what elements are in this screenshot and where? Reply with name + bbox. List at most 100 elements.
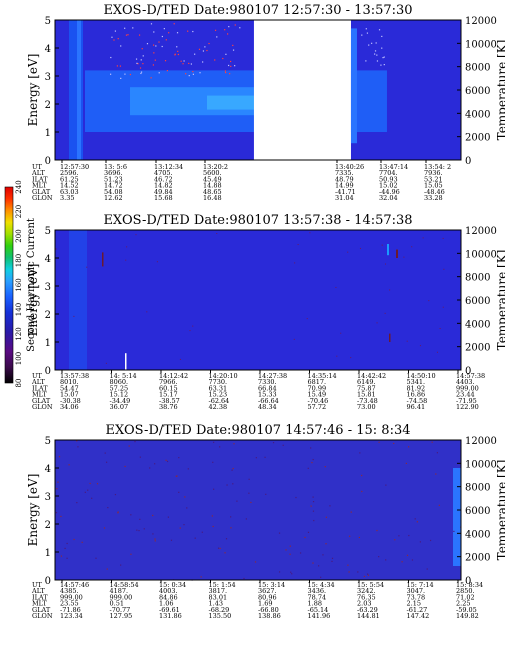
orbit-value: 15: 7:14 (407, 581, 434, 589)
noise-dot (177, 50, 179, 52)
orbit-value: 73.78 (407, 593, 426, 601)
orbit-value: 80.96 (258, 593, 277, 601)
orbit-value: 14:42:42 (357, 372, 386, 380)
noise-dot (234, 65, 236, 67)
orbit-value: 15.23 (209, 391, 228, 399)
noise-dot (56, 488, 58, 490)
noise-dot (325, 516, 328, 518)
noise-dot (89, 482, 91, 485)
noise-dot (140, 71, 143, 73)
noise-dot (365, 28, 367, 30)
panel-2: EXOS-D/TED Date:980107 13:57:38 - 14:57:… (26, 213, 505, 411)
noise-dot (306, 318, 308, 320)
orbit-value: 8060. (110, 378, 129, 386)
spike (387, 244, 389, 256)
noise-dot (201, 531, 203, 533)
orbit-value: 15.02 (379, 182, 398, 190)
noise-dot (366, 32, 369, 34)
noise-dot (66, 542, 68, 545)
orbit-value: 51.23 (104, 175, 123, 183)
noise-dot (439, 327, 441, 329)
noise-dot (192, 30, 194, 33)
y-tick-label: 1 (45, 338, 51, 349)
noise-dot (382, 57, 384, 59)
noise-dot (414, 518, 416, 520)
orbit-value: 3696. (104, 169, 123, 177)
noise-dot (335, 286, 337, 288)
orbit-value: -71.95 (456, 397, 477, 405)
orbit-value: 48.65 (203, 188, 222, 196)
noise-dot (194, 537, 196, 539)
noise-dot (229, 73, 231, 75)
noise-dot (170, 539, 173, 541)
noise-dot (200, 576, 202, 578)
noise-dot (130, 514, 132, 516)
colorbar-tick-label: 180 (15, 254, 23, 267)
noise-dot (381, 35, 383, 38)
noise-dot (124, 465, 126, 468)
orbit-value: 49.84 (154, 188, 173, 196)
noise-dot (175, 475, 177, 477)
y2-tick-label: 10000 (465, 249, 497, 260)
noise-dot (231, 469, 233, 471)
noise-dot (225, 538, 228, 540)
noise-dot (248, 492, 250, 494)
noise-dot (217, 547, 220, 549)
orbit-value: 999.00 (60, 593, 83, 601)
noise-dot (204, 46, 206, 48)
noise-dot (383, 56, 385, 58)
noise-dot (163, 28, 165, 30)
noise-dot (179, 358, 181, 360)
orbit-value: 13:12:34 (154, 163, 183, 171)
noise-dot (150, 77, 152, 79)
noise-dot (230, 527, 232, 529)
orbit-value: -38.57 (159, 397, 180, 405)
noise-dot (73, 538, 75, 541)
noise-dot (361, 490, 363, 493)
noise-dot (120, 45, 122, 47)
orbit-value: 13:57:38 (60, 372, 89, 380)
noise-dot (73, 315, 75, 317)
orbit-value: 3627. (258, 587, 277, 595)
noise-dot (219, 446, 221, 448)
noise-dot (168, 32, 170, 34)
noise-dot (153, 31, 155, 33)
noise-dot (139, 67, 142, 69)
noise-dot (291, 573, 293, 575)
noise-dot (164, 60, 167, 62)
noise-dot (114, 30, 117, 32)
noise-dot (374, 53, 376, 55)
noise-dot (135, 58, 138, 60)
orbit-value: 15.12 (110, 391, 129, 399)
noise-dot (368, 44, 370, 46)
orbit-value: 14: 5:14 (110, 372, 137, 380)
panel-title: EXOS-D/TED Date:980107 14:57:46 - 15: 8:… (106, 423, 411, 438)
orbit-value: 13: 5:6 (104, 163, 127, 171)
y2-tick-label: 4000 (465, 529, 490, 540)
noise-dot (443, 268, 445, 270)
noise-dot (187, 30, 189, 32)
orbit-value: 2.25 (456, 600, 470, 608)
noise-dot (152, 514, 154, 517)
orbit-value: 66.84 (258, 384, 277, 392)
noise-dot (76, 440, 78, 442)
noise-dot (214, 29, 217, 31)
noise-dot (376, 322, 378, 324)
noise-dot (224, 71, 227, 74)
noise-dot (255, 457, 257, 459)
orbit-value: 7704. (379, 169, 398, 177)
noise-dot (453, 530, 455, 532)
noise-dot (422, 237, 424, 239)
noise-dot (381, 244, 383, 246)
noise-dot (146, 43, 149, 45)
orbit-value: 14.52 (60, 182, 79, 190)
noise-dot (393, 442, 395, 445)
orbit-value: -41.71 (335, 188, 356, 196)
noise-dot (142, 63, 144, 65)
noise-dot (140, 72, 142, 75)
orbit-value: 14.72 (104, 182, 123, 190)
noise-dot (359, 452, 361, 454)
noise-dot (419, 345, 421, 347)
colorbar-tick-label: 140 (15, 303, 23, 316)
